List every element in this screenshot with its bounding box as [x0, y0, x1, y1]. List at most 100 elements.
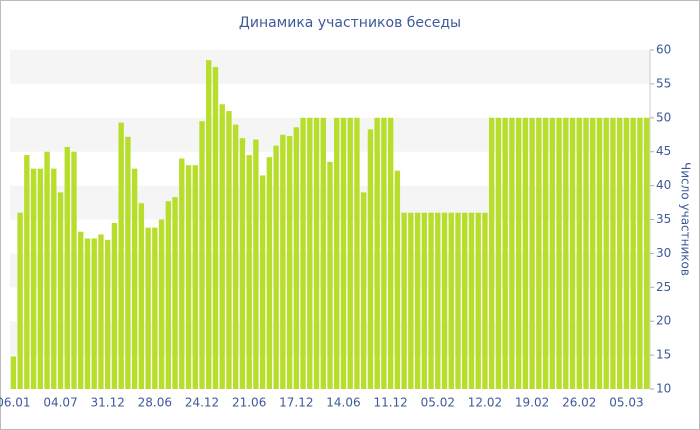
x-tick-label: 06.01	[0, 396, 31, 410]
bar	[64, 146, 70, 389]
bar	[57, 192, 64, 389]
bar	[239, 138, 246, 389]
bar	[428, 212, 434, 389]
y-tick-label: 50	[656, 110, 671, 124]
x-tick-label: 11.12	[373, 396, 407, 410]
bar	[563, 117, 569, 390]
bar	[488, 117, 495, 390]
bar	[576, 117, 582, 390]
bar	[158, 219, 165, 389]
x-tick-label: 04.07	[43, 396, 77, 410]
bar	[286, 136, 293, 389]
y-tick-label: 60	[656, 43, 671, 57]
x-tick-label: 05.03	[609, 396, 643, 410]
bar	[455, 212, 461, 389]
bar	[448, 212, 454, 389]
y-tick-label: 40	[656, 178, 671, 192]
bar	[347, 117, 353, 390]
bar	[118, 122, 124, 390]
bar	[145, 227, 151, 389]
bar	[610, 117, 616, 390]
bar	[185, 165, 192, 389]
bar	[367, 129, 374, 390]
grid-band	[10, 50, 650, 84]
bar	[307, 117, 313, 390]
bar	[590, 117, 596, 390]
x-tick-label: 17.12	[279, 396, 313, 410]
bar	[623, 117, 630, 390]
bar	[273, 145, 279, 389]
bar	[232, 124, 239, 389]
bar	[24, 155, 30, 389]
bar	[98, 234, 104, 389]
x-tick-label: 28.06	[138, 396, 172, 410]
bar	[17, 212, 23, 389]
bar	[51, 168, 57, 389]
chart-title: Динамика участников беседы	[239, 15, 461, 31]
bar	[334, 117, 340, 390]
bar	[549, 117, 556, 390]
bar	[266, 157, 273, 389]
bar	[340, 117, 347, 390]
bar	[293, 127, 300, 390]
bar	[320, 117, 326, 390]
bar	[259, 175, 266, 389]
y-tick-label: 45	[656, 144, 671, 158]
bar	[111, 222, 118, 389]
bar	[313, 117, 320, 390]
bar	[91, 238, 97, 389]
bar	[10, 356, 17, 389]
bar	[596, 117, 603, 390]
bar	[637, 117, 643, 390]
bar	[468, 212, 475, 389]
bar	[441, 212, 448, 389]
bar	[583, 117, 589, 390]
bar	[78, 231, 84, 389]
bar	[603, 117, 609, 390]
bar	[71, 151, 77, 389]
bar	[152, 227, 158, 389]
bar	[179, 158, 185, 389]
bar	[212, 66, 219, 389]
y-tick-label: 25	[656, 280, 671, 294]
bar	[192, 165, 198, 389]
bar	[475, 212, 481, 389]
y-axis-label: Число участников	[679, 162, 693, 276]
bar	[327, 161, 333, 389]
bar	[84, 238, 91, 389]
bar	[556, 117, 562, 390]
bar	[219, 104, 225, 390]
bar	[199, 121, 205, 389]
bar	[421, 212, 428, 389]
bar	[172, 197, 178, 389]
bar	[529, 117, 535, 390]
bar	[435, 212, 441, 389]
bar	[462, 212, 468, 389]
x-tick-label: 31.12	[91, 396, 125, 410]
bar	[37, 168, 44, 389]
bar	[536, 117, 542, 390]
bar	[381, 117, 387, 390]
bar	[131, 168, 138, 389]
x-tick-label: 05.02	[421, 396, 455, 410]
bar	[280, 134, 286, 389]
x-tick-label: 24.12	[185, 396, 219, 410]
bar	[482, 212, 488, 389]
bar	[542, 117, 549, 390]
bar	[502, 117, 508, 390]
y-tick-label: 55	[656, 76, 671, 90]
bar	[374, 117, 380, 390]
bar	[408, 212, 414, 389]
bar	[387, 117, 394, 390]
bar	[414, 212, 421, 389]
y-tick-label: 35	[656, 212, 671, 226]
bar	[515, 117, 522, 390]
bar	[360, 192, 367, 389]
bar	[138, 203, 145, 389]
x-tick-label: 12.02	[468, 396, 502, 410]
bar	[569, 117, 576, 390]
x-tick-label: 19.02	[515, 396, 549, 410]
bar	[300, 117, 306, 390]
bar	[354, 117, 360, 390]
